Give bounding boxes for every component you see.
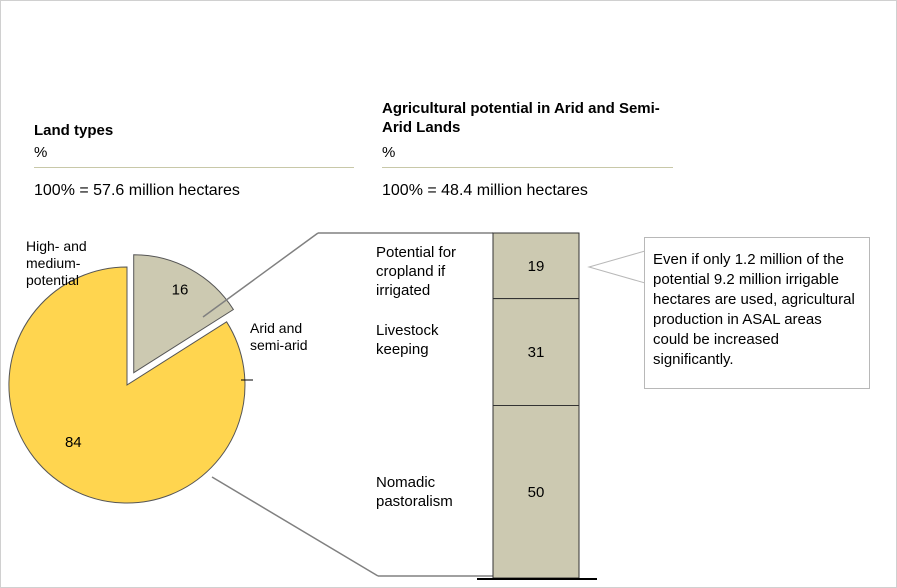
pie-unit: % [34,144,48,161]
connector-bottom [211,476,379,577]
bar-segment-3 [492,405,580,579]
callout-pointer [587,250,646,284]
pie-title: Land types [34,122,114,139]
bar-segment-2 [492,298,580,407]
pie-label-arid: Arid and semi-arid [250,320,308,353]
bar-base: 100% = 48.4 million hectares [382,182,588,199]
bar-value-1: 19 [528,258,545,275]
bar-value-2: 31 [528,344,545,361]
pie-header-rule [34,167,354,168]
connector-top [202,232,319,318]
bar-value-3: 50 [528,484,545,501]
pie-label-high-potential: High- and medium-potential [26,238,87,288]
bar-title: Agricultural potential in Arid and Semi-… [382,100,660,136]
bar-header-rule [382,167,673,168]
pie-slice-high-potential [133,254,235,374]
pie-value-arid: 84 [65,434,82,451]
bar-label-livestock: Livestock keeping [376,322,439,358]
pie-slice-arid [8,266,246,504]
callout-box: Even if only 1.2 million of the potentia… [644,237,870,389]
bar-unit: % [382,144,396,161]
bar-segment-1 [492,232,580,299]
bar-label-cropland: Potential for cropland if irrigated [376,244,457,299]
pie-value-high-potential: 16 [172,282,189,299]
pie-base: 100% = 57.6 million hectares [34,182,240,199]
bar-label-nomadic: Nomadic pastoralism [376,474,453,510]
